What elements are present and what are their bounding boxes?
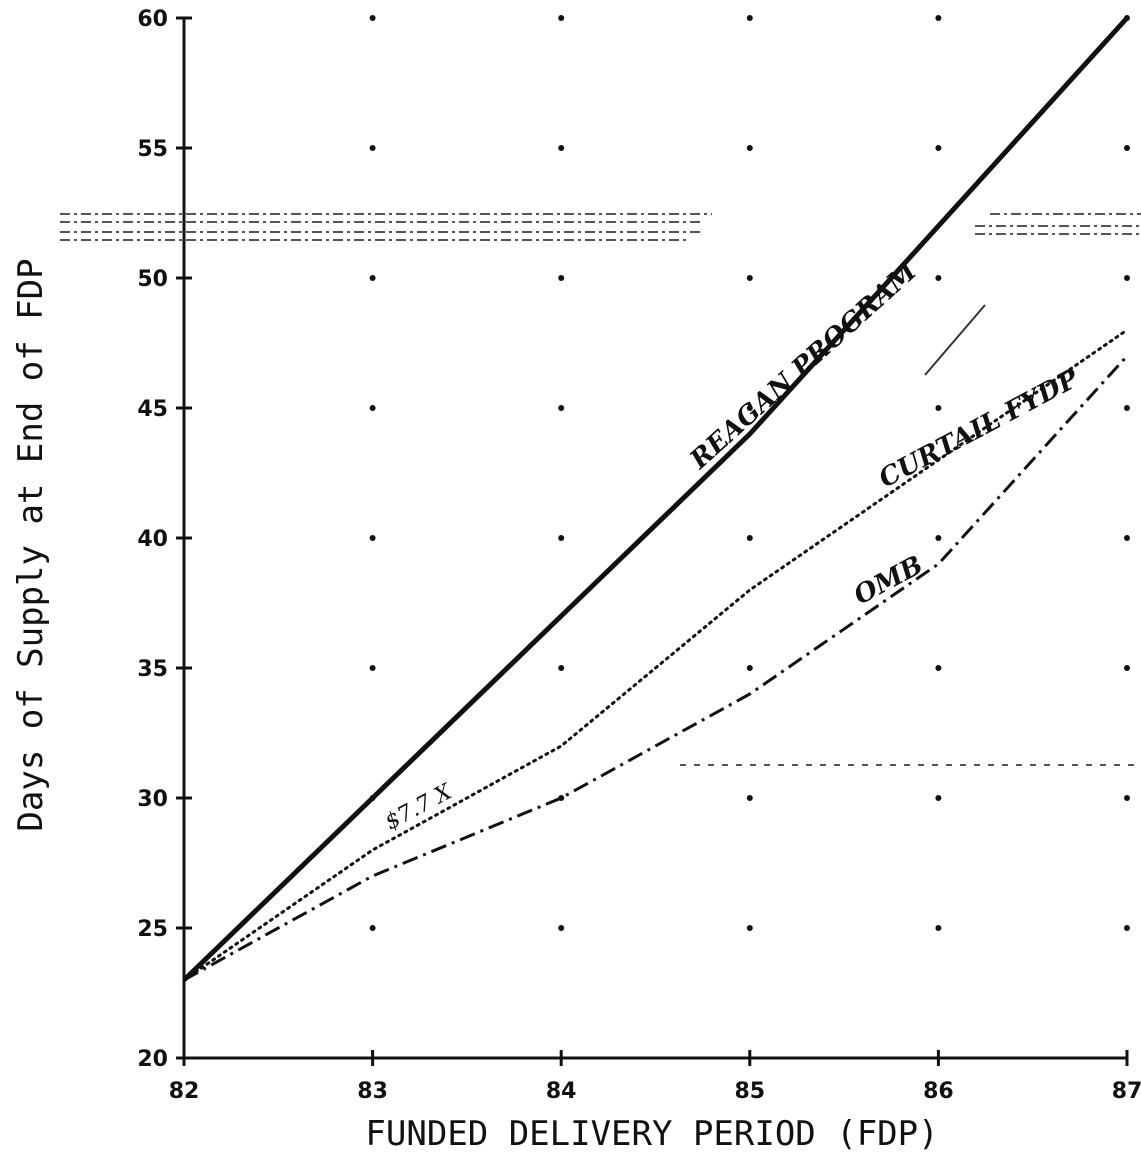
series-line-2: [183, 354, 1129, 982]
grid-dot: [1124, 925, 1130, 931]
grid-dot: [1124, 795, 1130, 801]
grid-dot: [558, 145, 565, 151]
grid-dot: [369, 535, 376, 541]
grid-dot: [369, 275, 376, 281]
y-ticks: 20 25 30 35 40 45 50 55 60: [137, 7, 192, 1072]
grid-dot: [746, 795, 753, 801]
y-tick-label: 55: [137, 137, 168, 162]
grid-dot: [558, 405, 565, 411]
grid-dot: [1124, 665, 1130, 671]
grid-dot: [558, 15, 565, 21]
grid-dot: [369, 665, 376, 671]
grid-dot: [935, 925, 942, 931]
annotation-stroke: [924, 304, 986, 376]
annotation-reagan-program: REAGAN PROGRAM: [684, 256, 924, 476]
y-tick-label: 20: [137, 1047, 168, 1072]
y-tick-label: 50: [137, 267, 168, 292]
grid-dots: [369, 15, 1130, 931]
grid-dot: [746, 535, 753, 541]
grid-dot: [746, 15, 753, 21]
grid-dot: [369, 925, 376, 931]
x-tick-label: 82: [169, 1079, 200, 1104]
y-tick-label: 25: [137, 917, 168, 942]
grid-dot: [746, 145, 753, 151]
grid-dot: [558, 535, 565, 541]
grid-dot: [1124, 535, 1130, 541]
grid-dot: [369, 405, 376, 411]
grid-dot: [1124, 405, 1130, 411]
annotation-curtail-fydp: CURTAIL FYDP: [874, 363, 1085, 494]
x-tick-label: 83: [357, 1079, 388, 1104]
grid-dot: [1124, 275, 1130, 281]
series-lines: [182, 16, 1129, 982]
grid-dot: [935, 275, 942, 281]
grid-dot: [935, 795, 942, 801]
grid-dot: [746, 275, 753, 281]
y-tick-label: 30: [137, 787, 168, 812]
grid-dot: [935, 405, 942, 411]
grid-dot: [1124, 145, 1130, 151]
grid-dot: [746, 925, 753, 931]
grid-dot: [746, 405, 753, 411]
grid-dot: [935, 15, 942, 21]
annotation-handwritten-note: $7.7 X: [381, 779, 457, 835]
grid-dot: [558, 665, 565, 671]
y-axis-title: Days of Supply at End of FDP: [11, 258, 51, 831]
x-tick-label: 87: [1112, 1079, 1141, 1104]
y-tick-label: 35: [137, 657, 168, 682]
grid-dot: [558, 925, 565, 931]
grid-dot: [935, 665, 942, 671]
grid-dot: [935, 145, 942, 151]
scan-noise-lines: [60, 213, 1141, 766]
series-line-0: [182, 16, 1129, 982]
x-tick-label: 85: [734, 1079, 765, 1104]
x-tick-label: 84: [546, 1079, 577, 1104]
grid-dot: [558, 275, 565, 281]
x-tick-label: 86: [923, 1079, 954, 1104]
y-tick-label: 60: [137, 7, 168, 32]
series-line-1: [182, 328, 1129, 982]
y-tick-label: 40: [137, 527, 168, 552]
x-axis-title: FUNDED DELIVERY PERIOD (FDP): [365, 1114, 938, 1154]
grid-dot: [369, 15, 376, 21]
x-ticks: 82 83 84 85 86 87: [169, 1050, 1141, 1104]
grid-dot: [746, 665, 753, 671]
grid-dot: [935, 535, 942, 541]
y-tick-label: 45: [137, 397, 168, 422]
grid-dot: [369, 145, 376, 151]
annotation-omb: OMB: [849, 550, 928, 611]
